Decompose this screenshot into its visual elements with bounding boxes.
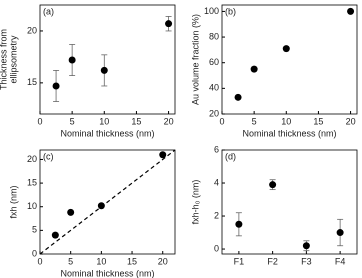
x-tick-label: 20 xyxy=(164,116,174,126)
y-tick-label: 100 xyxy=(204,6,219,16)
data-point xyxy=(52,82,60,90)
panel-label: (a) xyxy=(43,6,54,16)
x-tick-label: 15 xyxy=(313,116,323,126)
y-tick-label: 0 xyxy=(32,248,37,258)
x-tick-label: 20 xyxy=(158,256,168,266)
data-point xyxy=(68,56,76,64)
x-tick-label: F1 xyxy=(234,256,245,266)
data-point xyxy=(234,93,242,101)
y-axis-label: Thickness from xyxy=(0,29,8,90)
data-point xyxy=(100,66,108,74)
plot-frame xyxy=(221,4,358,115)
y-tick-label: 20 xyxy=(27,154,37,164)
x-tick-label: 15 xyxy=(131,116,141,126)
x-tick-label: 0 xyxy=(37,116,42,126)
x-axis-label: Nominal thickness (nm) xyxy=(60,268,154,278)
y-tick-label: 4 xyxy=(214,177,219,187)
x-tick-label: F2 xyxy=(267,256,278,266)
x-tick-label: 10 xyxy=(96,256,106,266)
data-point xyxy=(159,151,167,159)
x-tick-label: 0 xyxy=(219,116,224,126)
x-tick-label: F3 xyxy=(301,256,312,266)
x-tick-label: 10 xyxy=(281,116,291,126)
y-axis-label: fxh-h₀ (nm) xyxy=(190,180,200,225)
plot-frame xyxy=(221,149,358,255)
y-tick-label: 20 xyxy=(209,108,219,118)
y-tick-label: 10 xyxy=(27,201,37,211)
data-point xyxy=(97,202,105,210)
y-tick-label: 6 xyxy=(214,144,219,154)
reference-line xyxy=(39,149,176,255)
x-tick-label: F4 xyxy=(335,256,346,266)
x-tick-label: 5 xyxy=(70,116,75,126)
y-tick-label: 80 xyxy=(209,31,219,41)
x-tick-label: 5 xyxy=(252,116,257,126)
data-point xyxy=(67,208,75,216)
data-point xyxy=(235,220,243,228)
plot-frame xyxy=(39,4,176,115)
data-point xyxy=(302,242,310,250)
y-tick-label: 20 xyxy=(27,25,37,35)
y-tick-label: 15 xyxy=(27,77,37,87)
data-point xyxy=(282,45,290,53)
data-point xyxy=(165,20,173,28)
y-axis-label: Au volume fraction (%) xyxy=(190,14,200,105)
data-point xyxy=(51,231,59,239)
y-tick-label: 40 xyxy=(209,83,219,93)
y-tick-label: 15 xyxy=(27,177,37,187)
x-tick-label: 0 xyxy=(37,256,42,266)
data-point xyxy=(336,229,344,237)
data-point xyxy=(347,7,355,15)
x-tick-label: 10 xyxy=(99,116,109,126)
y-tick-label: 2 xyxy=(214,210,219,220)
panel-label: (d) xyxy=(225,151,236,161)
y-tick-label: 60 xyxy=(209,57,219,67)
plot-frame xyxy=(39,149,176,255)
x-axis-label: Nominal thickness (nm) xyxy=(60,128,154,138)
x-tick-label: 5 xyxy=(68,256,73,266)
panel-label: (b) xyxy=(225,6,236,16)
y-tick-label: 0 xyxy=(214,243,219,253)
x-tick-label: 15 xyxy=(127,256,137,266)
data-point xyxy=(269,181,277,189)
x-axis-label: Nominal thickness (nm) xyxy=(242,128,336,138)
y-axis-label: fxh (nm) xyxy=(8,185,18,218)
x-tick-label: 20 xyxy=(346,116,356,126)
y-tick-label: 5 xyxy=(32,225,37,235)
y-axis-label: ellipsometry xyxy=(8,35,18,84)
data-point xyxy=(250,65,258,73)
panel-label: (c) xyxy=(43,151,54,161)
